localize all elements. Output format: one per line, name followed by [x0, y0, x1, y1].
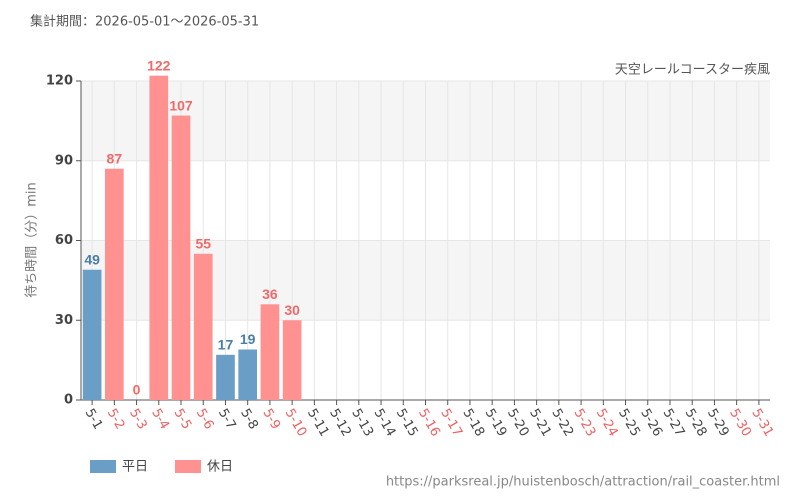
legend-label: 休日 — [207, 460, 233, 475]
x-tick-label: 5-14 — [371, 406, 399, 439]
x-tick-label: 5-30 — [726, 406, 754, 439]
x-tick-label: 5-29 — [704, 406, 732, 439]
x-tick-label: 5-2 — [104, 406, 128, 432]
y-tick-label: 30 — [55, 313, 73, 328]
legend-swatch — [175, 460, 201, 473]
x-tick-label: 5-17 — [437, 406, 465, 439]
bar — [282, 320, 302, 400]
x-tick-label: 5-31 — [748, 406, 776, 439]
x-tick-label: 5-10 — [282, 406, 310, 439]
x-tick-label: 5-7 — [215, 406, 239, 432]
bar — [149, 75, 169, 400]
x-tick-label: 5-3 — [126, 406, 150, 432]
value-label: 36 — [262, 286, 278, 302]
x-tick-label: 5-9 — [259, 406, 283, 432]
x-tick-label: 5-12 — [326, 406, 354, 439]
x-tick-label: 5-27 — [659, 406, 687, 439]
x-tick-label: 5-21 — [526, 406, 554, 439]
value-label: 122 — [147, 57, 171, 73]
x-tick-label: 5-11 — [304, 406, 332, 439]
x-tick-label: 5-25 — [615, 406, 643, 439]
bar — [171, 115, 191, 400]
value-label: 17 — [218, 337, 234, 353]
value-label: 19 — [240, 331, 256, 347]
source-url: https://parksreal.jp/huistenbosch/attrac… — [386, 475, 780, 490]
value-label: 0 — [133, 382, 141, 398]
value-label: 55 — [195, 235, 211, 251]
bar — [238, 349, 258, 400]
x-tick-label: 5-28 — [682, 406, 710, 439]
x-tick-label: 5-23 — [571, 406, 599, 439]
x-tick-label: 5-18 — [459, 406, 487, 439]
chart-subtitle: 天空レールコースター疾風 — [615, 63, 770, 78]
value-label: 107 — [169, 97, 193, 113]
legend-label: 平日 — [122, 460, 148, 475]
x-tick-label: 5-1 — [82, 406, 106, 432]
x-tick-label: 5-4 — [148, 406, 172, 432]
value-label: 30 — [284, 302, 300, 318]
x-tick-label: 5-16 — [415, 406, 443, 439]
value-label: 49 — [84, 251, 100, 267]
x-tick-label: 5-20 — [504, 406, 532, 439]
x-tick-label: 5-5 — [171, 406, 195, 432]
y-axis-label: 待ち時間（分）min — [25, 182, 40, 298]
x-tick-label: 5-8 — [237, 406, 261, 432]
x-tick-label: 5-22 — [548, 406, 576, 439]
x-tick-label: 5-15 — [393, 406, 421, 439]
bar — [260, 304, 280, 400]
legend-swatch — [90, 460, 116, 473]
bar — [105, 168, 124, 400]
bar — [82, 269, 102, 400]
chart-title: 集計期間：2026-05-01～2026-05-31 — [30, 14, 259, 30]
y-tick-label: 90 — [55, 153, 73, 168]
x-tick-label: 5-13 — [348, 406, 376, 439]
bar — [193, 253, 213, 400]
bar — [216, 354, 235, 400]
x-tick-label: 5-6 — [193, 406, 217, 432]
y-tick-label: 120 — [46, 74, 73, 89]
x-tick-label: 5-26 — [637, 406, 665, 439]
x-tick-label: 5-19 — [482, 406, 510, 439]
value-label: 87 — [107, 150, 123, 166]
x-tick-label: 5-24 — [593, 406, 621, 439]
y-tick-label: 0 — [64, 393, 73, 408]
y-tick-label: 60 — [55, 233, 73, 248]
